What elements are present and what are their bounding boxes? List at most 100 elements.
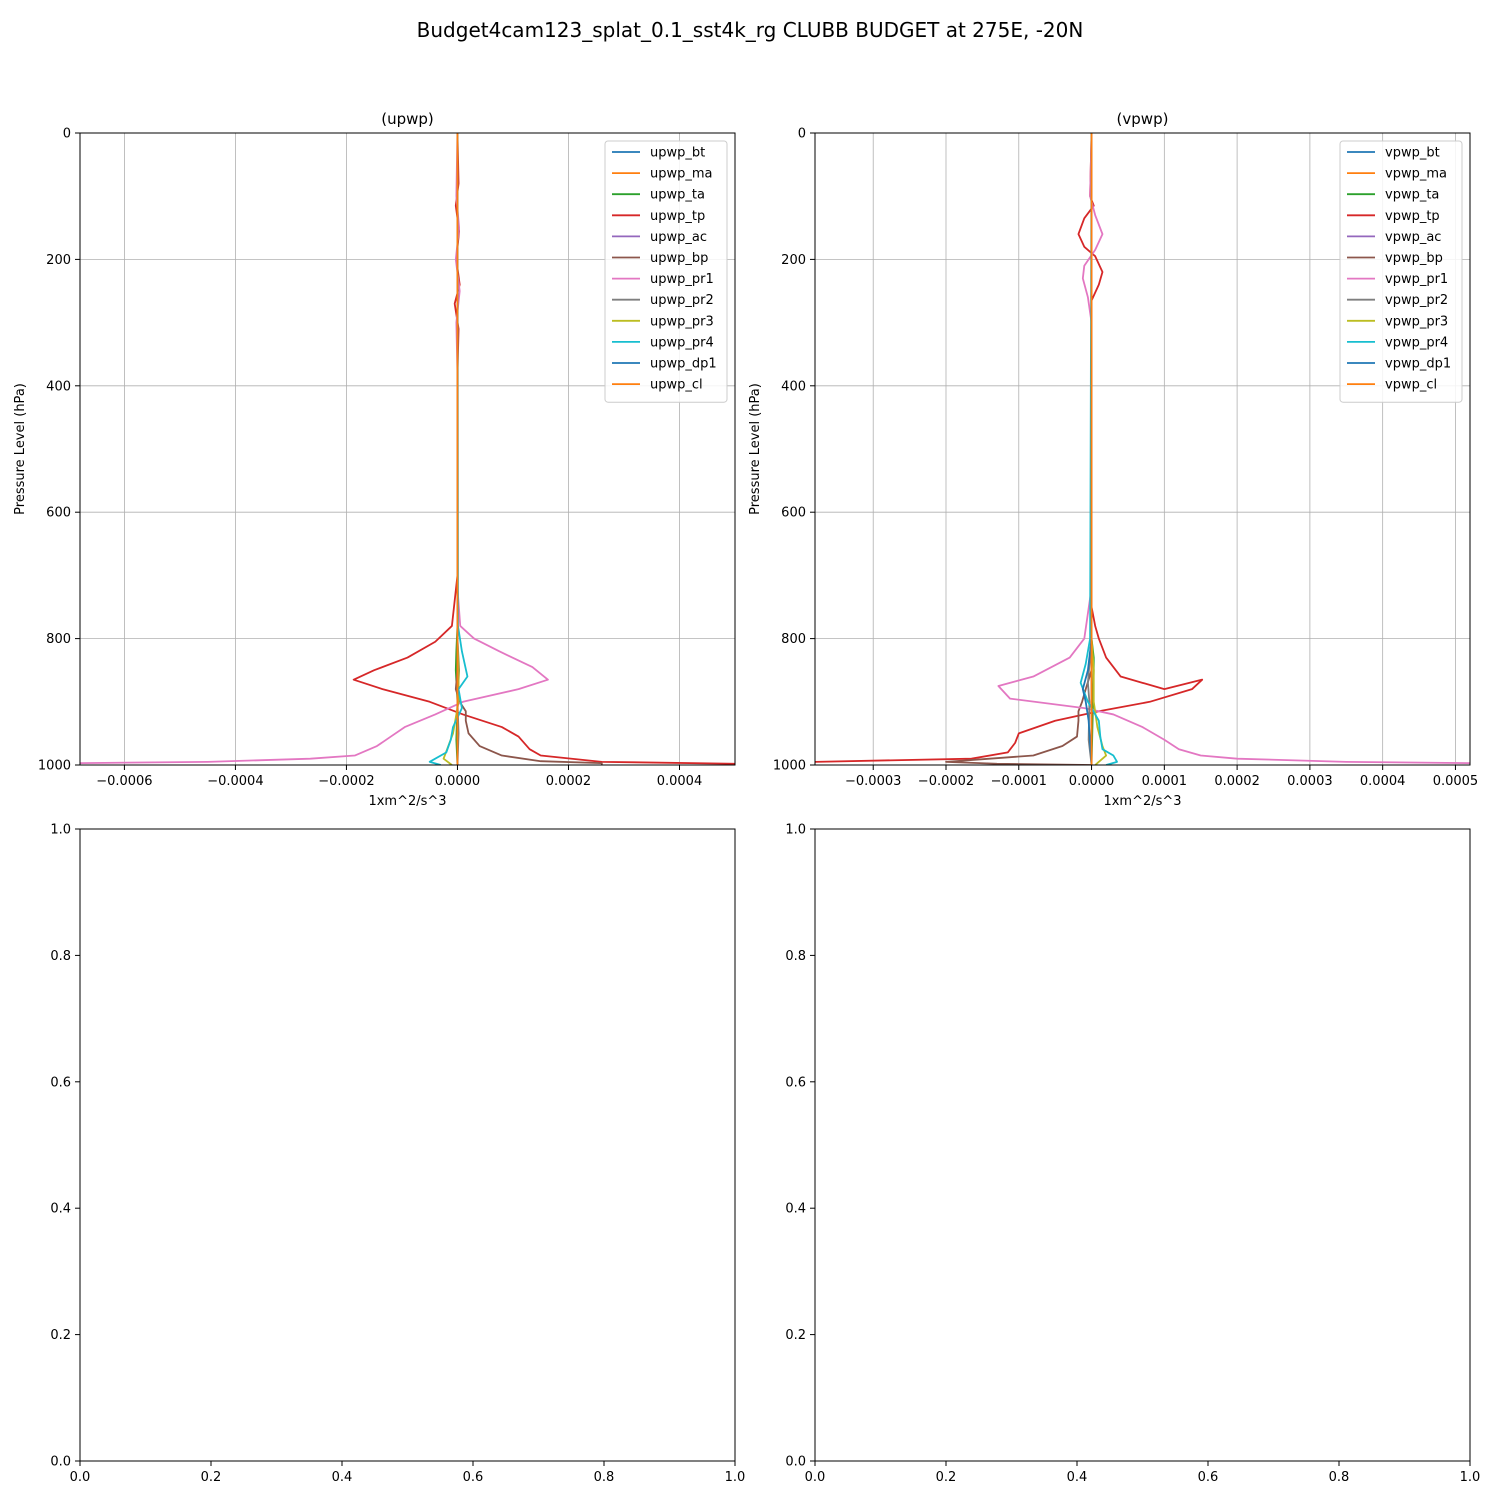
x-tick-label: −0.0002 <box>318 774 374 789</box>
legend-entry-upwp_ac: upwp_ac <box>650 230 707 245</box>
legend: vpwp_bt vpwp_ma vpwp_ta vpwp_tp vpwp_ac vpwp_… <box>1339 140 1463 403</box>
x-tick-label: 0.0005 <box>1433 774 1479 789</box>
upwp-panel: −0.0006 −0.0004 −0.0002 0.0000 0.0002 0.0004 0… <box>13 110 736 809</box>
legend-entry-upwp_bp: upwp_bp <box>650 251 708 266</box>
y-axis-label: Pressure Level (hPa) <box>13 383 28 515</box>
y-tick-label: 1.0 <box>50 823 71 838</box>
y-tick-label: 0.0 <box>50 1455 71 1470</box>
series-line-vpwp_tp <box>815 133 1204 763</box>
x-tick-label: 0.8 <box>594 1470 615 1485</box>
legend-entry-vpwp_tp: vpwp_tp <box>1385 209 1440 224</box>
legend-entry-vpwp_pr2: vpwp_pr2 <box>1385 293 1448 308</box>
legend-entry-upwp_pr4: upwp_pr4 <box>650 335 714 350</box>
legend-entry-upwp_ta: upwp_ta <box>650 188 705 203</box>
y-tick-label: 200 <box>46 253 71 268</box>
y-tick-label: 400 <box>46 379 71 394</box>
panel-title: (vpwp) <box>1117 110 1169 128</box>
legend-entry-vpwp_pr4: vpwp_pr4 <box>1385 335 1448 350</box>
axes-frame <box>79 828 736 1462</box>
x-tick-label: −0.0001 <box>991 774 1047 789</box>
y-tick-label: 1000 <box>773 759 806 774</box>
legend-entry-vpwp_pr1: vpwp_pr1 <box>1385 272 1448 287</box>
y-tick-label: 0 <box>798 127 806 142</box>
legend-entry-vpwp_cl: vpwp_cl <box>1385 378 1437 393</box>
legend-entry-upwp_ma: upwp_ma <box>650 167 713 182</box>
x-tick-label: 0.0001 <box>1142 774 1188 789</box>
y-tick-label: 0.2 <box>785 1328 806 1343</box>
legend-entry-vpwp_bp: vpwp_bp <box>1385 251 1443 266</box>
y-tick-label: 0.0 <box>785 1455 806 1470</box>
x-tick-label: −0.0004 <box>207 774 263 789</box>
vpwp-panel: −0.0003 −0.0002 −0.0001 0.0000 0.0001 0.0002 0… <box>748 110 1478 809</box>
x-tick-label: −0.0003 <box>845 774 901 789</box>
x-tick-label: 0.2 <box>936 1470 957 1485</box>
legend-entry-vpwp_ma: vpwp_ma <box>1385 167 1447 182</box>
y-tick-label: 600 <box>781 506 806 521</box>
x-tick-label: 0.0002 <box>546 774 592 789</box>
empty-panel-bottom-left: 0.0 0.2 0.4 0.6 0.8 1.0 0.0 0.2 0.4 0.6 0.8 1.0 <box>50 823 745 1486</box>
y-tick-label: 600 <box>46 506 71 521</box>
x-tick-label: 0.0000 <box>1069 774 1115 789</box>
legend-entry-upwp_cl: upwp_cl <box>650 378 703 393</box>
y-tick-label: 0.8 <box>50 949 71 964</box>
axes-frame <box>79 132 736 766</box>
y-tick-label: 800 <box>781 632 806 647</box>
x-tick-label: −0.0006 <box>96 774 152 789</box>
x-tick-label: 1.0 <box>725 1470 746 1485</box>
x-tick-label: 1.0 <box>1460 1470 1481 1485</box>
legend-entry-upwp_pr2: upwp_pr2 <box>650 293 714 308</box>
y-tick-label: 0.4 <box>785 1202 806 1217</box>
series-line-upwp_pr4 <box>428 133 469 765</box>
legend-entry-vpwp_dp1: vpwp_dp1 <box>1385 357 1451 372</box>
axes-frame <box>814 828 1471 1462</box>
y-tick-label: 1.0 <box>785 823 806 838</box>
legend: upwp_bt upwp_ma upwp_ta upwp_tp upwp_ac upwp_… <box>604 140 728 403</box>
legend-entry-upwp_tp: upwp_tp <box>650 209 705 224</box>
legend-box <box>1339 140 1463 403</box>
legend-entry-vpwp_ta: vpwp_ta <box>1385 188 1439 203</box>
y-tick-label: 800 <box>46 632 71 647</box>
legend-entry-vpwp_ac: vpwp_ac <box>1385 230 1441 245</box>
x-tick-label: 0.2 <box>201 1470 222 1485</box>
y-tick-label: 0.8 <box>785 949 806 964</box>
legend-entry-upwp_pr1: upwp_pr1 <box>650 272 714 287</box>
empty-panel-bottom-right: 0.0 0.2 0.4 0.6 0.8 1.0 0.0 0.2 0.4 0.6 0.8 1.0 <box>785 823 1480 1486</box>
series-line-vpwp_pr1 <box>997 133 1470 764</box>
y-tick-label: 200 <box>781 253 806 268</box>
y-tick-label: 400 <box>781 379 806 394</box>
y-axis-label: Pressure Level (hPa) <box>748 383 763 515</box>
x-axis-label: 1xm^2/s^3 <box>368 794 446 809</box>
x-tick-label: 0.6 <box>1198 1470 1219 1485</box>
y-tick-label: 1000 <box>38 759 71 774</box>
x-tick-label: 0.4 <box>1067 1470 1088 1485</box>
series-group <box>80 133 735 765</box>
series-line-upwp_bp <box>454 133 603 765</box>
x-tick-label: 0.6 <box>463 1470 484 1485</box>
x-tick-label: 0.0004 <box>657 774 703 789</box>
y-tick-label: 0.2 <box>50 1328 71 1343</box>
x-axis-label: 1xm^2/s^3 <box>1103 794 1181 809</box>
y-tick-label: 0.6 <box>50 1075 71 1090</box>
y-tick-label: 0 <box>63 127 71 142</box>
axes-frame <box>814 132 1471 766</box>
x-tick-label: 0.0004 <box>1360 774 1406 789</box>
x-tick-label: 0.0003 <box>1287 774 1333 789</box>
x-tick-label: 0.8 <box>1329 1470 1350 1485</box>
y-tick-label: 0.4 <box>50 1202 71 1217</box>
x-tick-label: 0.4 <box>332 1470 353 1485</box>
x-tick-label: −0.0002 <box>918 774 974 789</box>
x-tick-label: 0.0000 <box>435 774 481 789</box>
legend-entry-vpwp_bt: vpwp_bt <box>1385 146 1440 161</box>
series-line-vpwp_pr4 <box>1079 133 1118 765</box>
legend-entry-vpwp_pr3: vpwp_pr3 <box>1385 314 1448 329</box>
legend-entry-upwp_pr3: upwp_pr3 <box>650 314 714 329</box>
x-tick-label: 0.0002 <box>1214 774 1260 789</box>
y-tick-label: 0.6 <box>785 1075 806 1090</box>
x-tick-label: 0.0 <box>70 1470 91 1485</box>
panel-title: (upwp) <box>381 110 434 128</box>
series-group <box>815 133 1470 765</box>
legend-box <box>604 140 728 403</box>
figure-suptitle: Budget4cam123_splat_0.1_sst4k_rg CLUBB B… <box>417 18 1084 42</box>
